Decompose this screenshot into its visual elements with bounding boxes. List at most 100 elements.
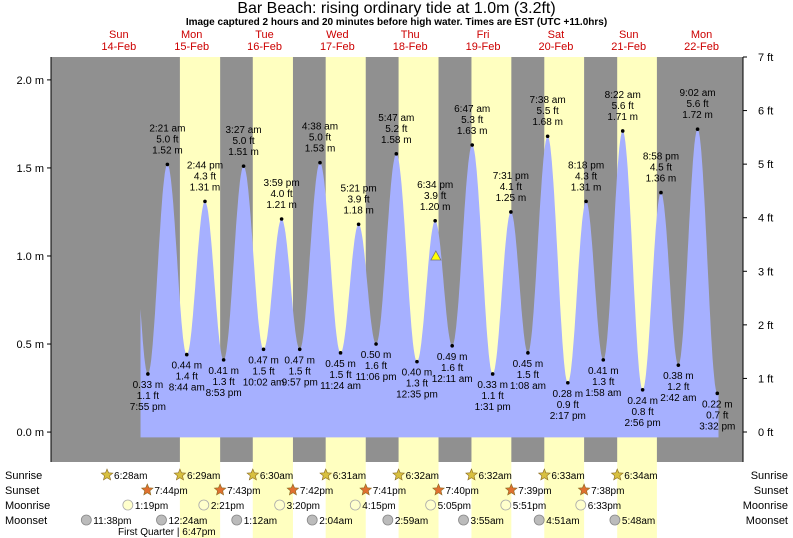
day-name: Thu xyxy=(401,29,420,41)
high-tide-ft: 5.0 ft xyxy=(156,134,178,145)
low-tide-point xyxy=(490,372,495,376)
low-tide-time: 7:55 pm xyxy=(130,402,166,413)
high-tide-time: 6:34 pm xyxy=(417,180,453,191)
y-tick-label-m: 0.5 m xyxy=(16,339,44,351)
low-tide-ft: 1.1 ft xyxy=(137,391,159,402)
high-tide-point xyxy=(279,217,284,221)
y-tick-label-ft: 2 ft xyxy=(758,320,773,332)
high-tide-point xyxy=(620,129,625,133)
low-tide-m: 0.41 m xyxy=(208,366,239,377)
low-tide-ft: 1.6 ft xyxy=(365,361,387,372)
high-tide-point xyxy=(241,164,246,168)
y-tick-label-m: 0.0 m xyxy=(16,427,44,439)
high-tide-ft: 3.9 ft xyxy=(347,194,369,205)
low-tide-ft: 1.6 ft xyxy=(441,363,463,374)
high-tide-time: 5:21 pm xyxy=(341,183,377,194)
high-tide-ft: 4.3 ft xyxy=(575,171,597,182)
moonset-icon xyxy=(156,514,167,526)
daylight-strip xyxy=(252,462,293,538)
low-tide-ft: 0.8 ft xyxy=(632,407,654,418)
high-tide-m: 1.63 m xyxy=(457,126,488,137)
high-tide-time: 6:47 am xyxy=(454,104,490,115)
moon-phase-note: First Quarter | 6:47pm xyxy=(118,527,216,538)
high-tide-m: 1.52 m xyxy=(152,145,183,156)
high-tide-point xyxy=(470,143,475,147)
daylight-strip xyxy=(544,462,585,538)
y-tick-label-ft: 0 ft xyxy=(758,427,773,439)
high-tide-ft: 3.9 ft xyxy=(424,191,446,202)
high-tide-time: 5:47 am xyxy=(378,113,414,124)
moonrise-icon xyxy=(198,499,210,511)
sunrise-icon xyxy=(392,468,406,481)
y-tick-label-ft: 6 ft xyxy=(758,106,773,118)
low-tide-time: 2:56 pm xyxy=(625,418,661,429)
low-tide-point xyxy=(676,363,681,367)
day-name: Mon xyxy=(691,29,712,41)
high-tide-point xyxy=(509,210,513,214)
sunrise-time: 6:32am xyxy=(406,471,439,482)
sunrise-time: 6:28am xyxy=(114,471,147,482)
low-tide-ft: 1.5 ft xyxy=(289,366,311,377)
day-date: 22-Feb xyxy=(684,41,719,53)
low-tide-ft: 1.4 ft xyxy=(176,372,198,383)
high-tide-ft: 4.1 ft xyxy=(500,182,522,193)
moonrise-icon xyxy=(349,499,361,511)
high-tide-point xyxy=(659,190,663,195)
high-tide-ft: 5.6 ft xyxy=(686,99,708,110)
low-tide-time: 9:57 pm xyxy=(282,377,318,388)
moonset-time: 11:38pm xyxy=(93,516,131,527)
low-tide-ft: 1.1 ft xyxy=(482,391,504,402)
low-tide-m: 0.49 m xyxy=(437,352,468,363)
low-tide-point xyxy=(450,343,454,348)
high-tide-point xyxy=(394,152,399,156)
moonrise-icon xyxy=(425,499,437,511)
moonset-time: 12:24am xyxy=(168,516,207,527)
low-tide-time: 12:11 am xyxy=(432,374,473,385)
sunset-icon xyxy=(359,483,373,496)
sunrise-time: 6:30am xyxy=(260,471,293,482)
sunrise-row-label-left: Sunrise xyxy=(5,470,42,482)
sunset-time: 7:39pm xyxy=(518,486,551,497)
moonset-icon xyxy=(80,514,92,526)
high-tide-m: 1.58 m xyxy=(381,135,412,146)
low-tide-m: 0.33 m xyxy=(477,380,508,391)
astronomy-rows: Sunrise Sunrise Sunset Sunset Moonrise Moonri… xyxy=(5,468,788,538)
high-tide-time: 8:58 pm xyxy=(643,152,679,163)
moonset-row-label-left: Moonset xyxy=(5,515,47,527)
sunset-icon xyxy=(140,483,154,496)
day-date: 19-Feb xyxy=(466,41,501,53)
high-tide-time: 3:59 pm xyxy=(264,178,300,189)
day-date: 18-Feb xyxy=(393,41,428,53)
sunrise-time: 6:29am xyxy=(187,471,220,482)
moonset-time: 2:59am xyxy=(395,516,428,527)
low-tide-ft: 1.3 ft xyxy=(406,379,428,390)
high-tide-m: 1.18 m xyxy=(343,205,374,216)
low-tide-ft: 0.7 ft xyxy=(706,410,728,421)
low-tide-time: 1:31 pm xyxy=(475,402,511,413)
tide-labels: 0.33 m1.1 ft7:55 pm2:21 am5.0 ft1.52 m0.… xyxy=(130,88,736,432)
high-tide-m: 1.36 m xyxy=(646,174,677,185)
high-tide-point xyxy=(433,218,437,223)
low-tide-point xyxy=(415,359,419,364)
low-tide-point xyxy=(526,351,530,355)
low-tide-ft: 1.3 ft xyxy=(213,377,235,388)
sunset-icon xyxy=(432,483,445,496)
low-tide-m: 0.41 m xyxy=(588,366,619,377)
y-tick-label-m: 1.5 m xyxy=(16,163,44,175)
high-tide-ft: 4.5 ft xyxy=(650,163,672,174)
low-tide-time: 8:44 am xyxy=(169,383,205,394)
moonset-icon xyxy=(609,514,621,526)
low-tide-time: 10:02 am xyxy=(243,377,285,388)
high-tide-point xyxy=(356,222,361,227)
low-tide-ft: 1.5 ft xyxy=(329,370,351,381)
low-tide-m: 0.47 m xyxy=(284,355,315,366)
moonset-time: 2:04am xyxy=(319,516,352,527)
sunset-icon xyxy=(213,483,227,496)
high-tide-m: 1.21 m xyxy=(266,200,297,211)
high-tide-m: 1.53 m xyxy=(305,144,336,155)
low-tide-point xyxy=(601,358,606,362)
sunrise-icon xyxy=(319,468,333,481)
moonset-time: 1:12am xyxy=(244,516,277,527)
low-tide-point xyxy=(146,372,150,376)
